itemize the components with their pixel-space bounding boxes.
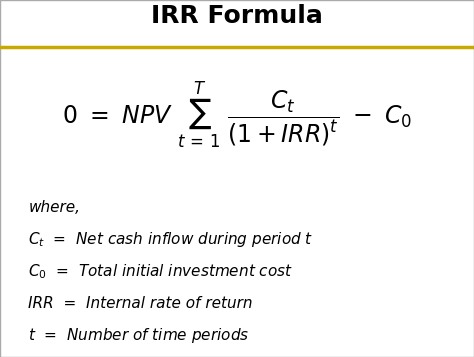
Text: $C_0$  =  Total initial investment cost: $C_0$ = Total initial investment cost bbox=[28, 262, 293, 281]
Text: IRR Formula: IRR Formula bbox=[151, 4, 323, 28]
Text: $0 \ = \ NPV \ \sum_{t\,=\,1}^{T} \ \dfrac{C_t}{(1+IRR)^t} \ - \ C_0$: $0 \ = \ NPV \ \sum_{t\,=\,1}^{T} \ \dfr… bbox=[62, 79, 412, 150]
Text: $C_t$  =  Net cash inflow during period t: $C_t$ = Net cash inflow during period t bbox=[28, 230, 314, 249]
Text: where,: where, bbox=[28, 200, 81, 215]
Text: IRR  =  Internal rate of return: IRR = Internal rate of return bbox=[28, 296, 253, 311]
Text: $t$  =  Number of time periods: $t$ = Number of time periods bbox=[28, 326, 250, 345]
